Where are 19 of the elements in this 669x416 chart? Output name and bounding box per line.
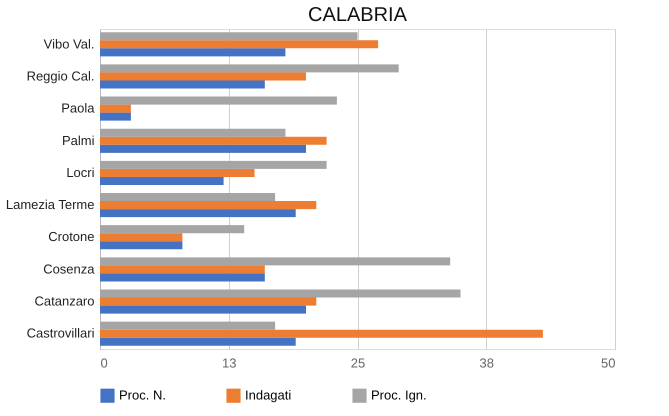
y-tick-label: Crotone [48, 229, 94, 244]
chart-title: CALABRIA [308, 4, 408, 26]
y-tick-label: Locri [66, 164, 95, 180]
y-tick-label: Paola [61, 100, 96, 116]
y-tick-label: Catanzaro [34, 294, 94, 309]
x-tick-label: 25 [350, 356, 366, 370]
y-tick-label: Palmi [62, 132, 95, 148]
legend-label: Proc. N. [119, 388, 166, 403]
x-tick-label: 50 [601, 356, 616, 370]
y-tick-label: Reggio Cal. [26, 68, 94, 84]
y-tick-label: Castrovillari [26, 326, 95, 341]
legend-label: Indagati [245, 388, 292, 403]
x-tick-label: 38 [480, 356, 494, 370]
y-tick-label: Lamezia Terme [6, 197, 94, 212]
legend-label: Proc. Ign. [371, 388, 427, 403]
x-tick-label: 0 [100, 356, 108, 370]
y-tick-label: Cosenza [43, 261, 96, 276]
x-tick-label: 13 [222, 356, 236, 370]
y-tick-label: Vibo Val. [44, 36, 94, 52]
